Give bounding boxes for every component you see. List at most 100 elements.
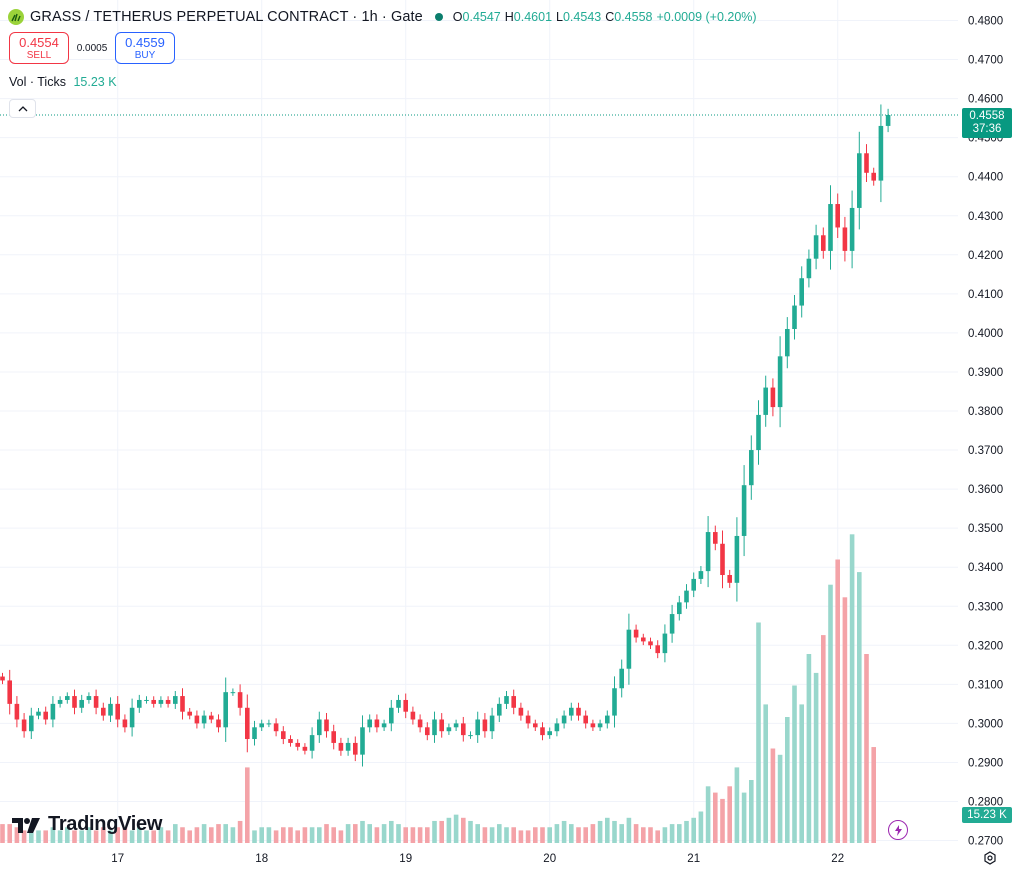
collapse-legend-button[interactable] <box>9 99 36 118</box>
candle-body <box>165 699 171 704</box>
candle-body <box>741 485 747 536</box>
candle-body <box>403 699 408 712</box>
candle-body <box>806 258 812 279</box>
volume-bar <box>129 830 135 843</box>
lightning-icon[interactable] <box>888 820 908 840</box>
volume-bar <box>727 786 732 843</box>
candle-body <box>590 723 596 728</box>
volume-bar <box>374 827 380 843</box>
candle-body <box>540 727 545 736</box>
tradingview-logo[interactable]: TradingView <box>12 813 162 836</box>
candle-body <box>821 235 826 251</box>
candle-body <box>353 742 358 755</box>
volume-bar <box>432 820 437 843</box>
candle-body <box>655 645 660 654</box>
candle-body <box>763 387 768 415</box>
ohlc-change: +0.0009 (+0.20%) <box>656 10 757 24</box>
x-tick-label: 20 <box>543 853 556 865</box>
candle-body <box>0 676 5 681</box>
y-tick-label: 0.3600 <box>968 484 1003 496</box>
candle-body <box>209 715 214 720</box>
y-tick-label: 0.3400 <box>968 562 1003 574</box>
volume-bar <box>165 830 171 843</box>
candle-body <box>749 450 754 486</box>
candle-body <box>108 703 113 716</box>
volume-bar <box>489 827 495 843</box>
candle-body <box>72 696 77 708</box>
y-tick-label: 0.2800 <box>968 797 1003 809</box>
candle-body <box>878 125 884 181</box>
candle-body <box>374 719 380 728</box>
candle-body <box>14 703 20 720</box>
buy-button[interactable]: 0.4559 BUY <box>115 32 175 64</box>
volume-bar <box>605 817 610 843</box>
volume-bar <box>180 827 185 843</box>
grass-leaf-icon <box>8 9 24 25</box>
candle-body <box>864 153 869 173</box>
candle-body <box>835 204 840 228</box>
volume-bar <box>648 827 653 843</box>
volume-bar <box>331 827 336 843</box>
y-tick-label: 0.4600 <box>968 94 1003 106</box>
volume-bar <box>475 824 480 843</box>
y-tick-label: 0.4800 <box>968 16 1003 28</box>
volume-bar <box>684 820 689 843</box>
candle-body <box>201 715 207 724</box>
candle-body <box>497 703 502 716</box>
volume-bar <box>57 830 63 843</box>
volume-bar <box>741 792 747 843</box>
candle-body <box>677 602 682 615</box>
candle-body <box>432 719 437 736</box>
volume-bar <box>453 814 459 843</box>
candle-body <box>619 668 624 689</box>
candle-body <box>792 305 797 329</box>
volume-bar <box>835 559 840 843</box>
candle-body <box>554 723 560 732</box>
tradingview-logo-icon <box>12 817 40 833</box>
volume-bar <box>29 827 34 843</box>
volume-bar <box>259 827 264 843</box>
volume-bar <box>295 830 300 843</box>
sell-button[interactable]: 0.4554 SELL <box>9 32 69 64</box>
candle-body <box>511 696 516 708</box>
volume-bar <box>108 830 113 843</box>
volume-bar <box>619 824 624 843</box>
y-tick-label: 0.2700 <box>968 836 1003 848</box>
volume-legend[interactable]: Vol · Ticks 15.23 K <box>9 75 117 89</box>
volume-bar <box>360 820 365 843</box>
candle-body <box>461 723 466 736</box>
y-tick-label: 0.3700 <box>968 445 1003 457</box>
volume-bar <box>389 820 394 843</box>
candle-body <box>720 543 725 576</box>
volume-bar <box>828 584 833 843</box>
volume-bar <box>720 798 725 843</box>
volume-bar <box>597 820 603 843</box>
volume-bar <box>533 827 538 843</box>
volume-bar <box>511 827 516 843</box>
gear-icon[interactable] <box>981 849 999 867</box>
volume-bar <box>367 824 372 843</box>
candle-body <box>144 699 149 701</box>
candle-body <box>43 711 48 720</box>
last-price-badge: 0.4558 37:36 <box>962 108 1012 138</box>
candle-body <box>417 719 423 728</box>
volume-bar <box>0 824 5 843</box>
candle-body <box>777 356 783 408</box>
volume-bar <box>540 827 545 843</box>
volume-bar <box>281 827 286 843</box>
symbol-title[interactable]: GRASS / TETHERUS PERPETUAL CONTRACT · 1h… <box>30 9 423 25</box>
candle-body <box>101 707 106 716</box>
volume-bar <box>518 830 524 843</box>
volume-bar <box>749 780 754 843</box>
candle-body <box>381 723 387 728</box>
volume-bar <box>173 824 178 843</box>
volume-bar <box>785 717 790 843</box>
candle-body <box>885 115 891 126</box>
volume-bar <box>799 704 804 843</box>
chevron-up-icon <box>18 105 27 111</box>
candle-body <box>129 707 135 728</box>
candle-body <box>180 696 185 712</box>
candle-body <box>533 723 538 728</box>
candle-body <box>857 153 862 208</box>
